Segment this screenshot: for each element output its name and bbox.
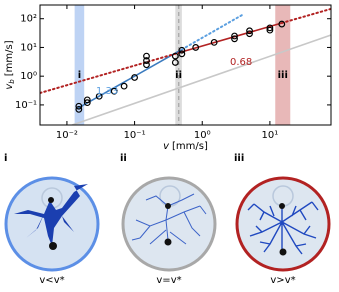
- data-point: [143, 61, 150, 69]
- fit-line: [180, 13, 244, 51]
- band-label: iii: [278, 70, 288, 81]
- slope-label: 0.68: [230, 57, 252, 68]
- slope-label: 1.33: [96, 86, 118, 97]
- data-point: [178, 50, 186, 58]
- y-tick-label: 10⁻¹: [15, 100, 37, 111]
- y-tick-label: 10¹: [20, 42, 37, 53]
- data-point: [75, 105, 83, 113]
- x-label-symbol: v: [163, 141, 170, 152]
- panel-iii-image: [235, 176, 331, 272]
- x-tick-label: 10⁻²: [56, 130, 78, 141]
- data-point: [131, 74, 138, 81]
- y-axis-label: vb [mm/s]: [4, 40, 16, 89]
- data-point: [266, 24, 274, 32]
- band-label: i: [78, 70, 81, 81]
- x-label-unit: [mm/s]: [172, 141, 208, 152]
- fit-line: [71, 34, 331, 125]
- data-point: [143, 57, 150, 64]
- panel-caption: v=v*: [156, 275, 181, 286]
- band-label: ii: [175, 70, 182, 81]
- x-tick-label: 10¹: [262, 130, 279, 141]
- x-tick-label: 10⁰: [194, 130, 211, 141]
- x-tick-label: 10⁻¹: [124, 130, 146, 141]
- data-point: [178, 46, 186, 54]
- panel-i-image: [4, 176, 100, 272]
- data-point: [192, 44, 200, 51]
- y-label-subscript: b: [8, 79, 16, 84]
- panel-label: iii: [234, 153, 244, 164]
- panel-caption: v<v*: [39, 275, 64, 286]
- y-tick-label: 10²: [20, 14, 37, 25]
- data-point: [83, 96, 91, 104]
- panel-caption: v>v*: [270, 275, 295, 286]
- data-point: [278, 20, 286, 28]
- y-label-symbol: v: [4, 83, 15, 90]
- data-point: [83, 99, 91, 107]
- fit-line: [78, 48, 183, 109]
- axes-frame: [39, 4, 332, 126]
- panel-label: i: [4, 153, 7, 164]
- y-label-unit: [mm/s]: [4, 40, 15, 76]
- data-point: [246, 27, 253, 35]
- data-point: [231, 32, 238, 40]
- plot-area: [40, 5, 331, 125]
- data-point: [171, 59, 179, 66]
- data-point: [143, 52, 150, 60]
- data-point: [210, 38, 218, 46]
- data-point: [95, 92, 103, 100]
- data-point: [110, 87, 118, 95]
- panel-label: ii: [120, 153, 127, 164]
- y-tick-label: 10⁰: [20, 71, 37, 82]
- data-point: [231, 35, 238, 43]
- data-point: [120, 82, 128, 90]
- data-point: [171, 52, 179, 60]
- fit-line: [280, 7, 331, 24]
- x-axis-label: v [mm/s]: [163, 141, 208, 152]
- panel-ii-image: [121, 176, 217, 272]
- band: [275, 5, 291, 125]
- band: [74, 5, 85, 125]
- data-point: [75, 102, 83, 110]
- data-point: [266, 26, 274, 34]
- data-point: [246, 30, 253, 38]
- fit-line: [40, 50, 183, 94]
